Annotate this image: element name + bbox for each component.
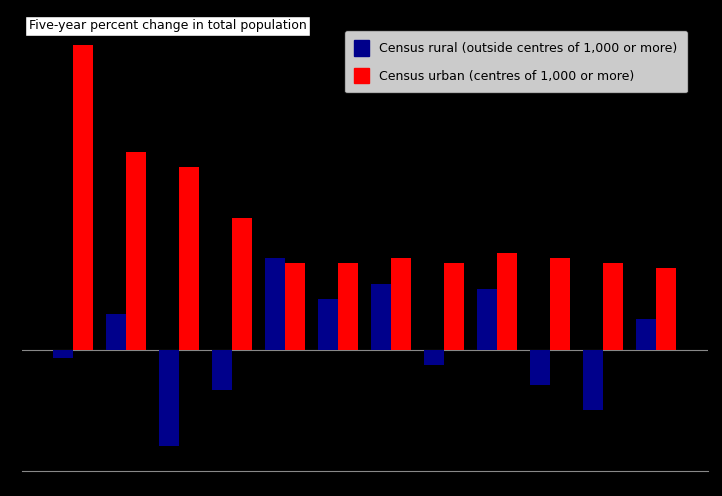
Bar xyxy=(53,350,73,358)
Bar xyxy=(265,258,285,350)
Bar xyxy=(497,253,518,350)
Bar xyxy=(73,45,93,350)
Bar xyxy=(338,263,358,350)
Bar xyxy=(477,289,497,350)
Bar xyxy=(656,268,677,350)
Text: Five-year percent change in total population: Five-year percent change in total popula… xyxy=(29,19,306,32)
Bar xyxy=(424,350,444,365)
Bar xyxy=(232,218,252,350)
Bar xyxy=(179,167,199,350)
Bar xyxy=(391,258,412,350)
Bar xyxy=(285,263,305,350)
Bar xyxy=(636,319,656,350)
Bar xyxy=(212,350,232,390)
Bar xyxy=(159,350,179,446)
Bar xyxy=(583,350,603,410)
Bar xyxy=(550,258,570,350)
Bar xyxy=(444,263,464,350)
Bar xyxy=(106,314,126,350)
Bar xyxy=(530,350,550,385)
Bar xyxy=(603,263,623,350)
Bar xyxy=(126,152,146,350)
Bar xyxy=(318,299,338,350)
Bar xyxy=(371,284,391,350)
Legend: Census rural (outside centres of 1,000 or more), Census urban (centres of 1,000 : Census rural (outside centres of 1,000 o… xyxy=(344,30,687,93)
